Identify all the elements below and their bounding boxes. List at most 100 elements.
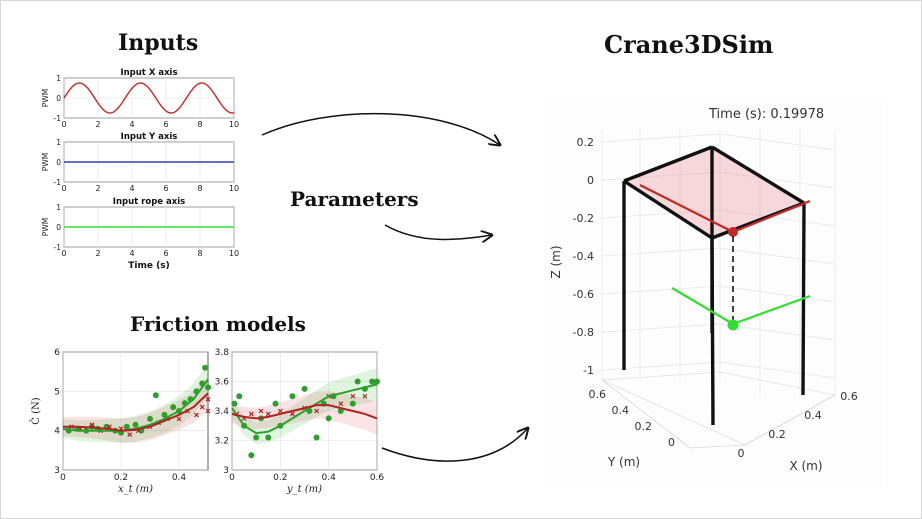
- trolley-rail-x: [732, 199, 811, 234]
- axis-line: [601, 379, 691, 449]
- grid-line: [719, 247, 836, 265]
- data-point: [313, 434, 320, 441]
- x-tick-label: 6: [163, 249, 168, 258]
- data-point: [369, 378, 376, 385]
- friction-title: Friction models: [130, 312, 306, 336]
- x-tick-label: 0: [61, 249, 66, 258]
- grid-line: [601, 133, 721, 143]
- chart-title: Input rope axis: [113, 197, 185, 207]
- time-readout: Time (s): 0.19978: [708, 107, 824, 122]
- grid-line: [601, 209, 721, 219]
- trolley: [728, 227, 738, 237]
- data-point-x: [127, 432, 133, 438]
- grid-line: [719, 285, 836, 303]
- y-tick-label: 0.6: [589, 388, 607, 401]
- data-point-x: [289, 411, 295, 417]
- y-tick-label: 3: [223, 466, 229, 476]
- y-axis-label: PWM: [41, 89, 50, 107]
- x-tick-label: 4: [129, 120, 134, 129]
- x-tick-label: 10: [229, 120, 239, 129]
- y-tick-label: 3.2: [215, 437, 229, 447]
- input-signal-line: [63, 82, 235, 114]
- z-tick-label: -0.8: [573, 326, 594, 339]
- x-tick-label: 0.2: [273, 473, 287, 483]
- data-point: [265, 434, 272, 441]
- x-tick-label: 0.2: [768, 428, 786, 441]
- data-point-x: [205, 396, 211, 402]
- data-point-x: [205, 408, 211, 414]
- y-tick-label: 5: [54, 387, 60, 397]
- z-tick-label: 0.2: [577, 136, 595, 149]
- x-tick-label: 8: [197, 249, 202, 258]
- x-tick-label: 8: [197, 120, 202, 129]
- z-tick-label: -0.6: [573, 288, 594, 301]
- data-point: [236, 393, 243, 400]
- confidence-band: [63, 363, 208, 443]
- data-point: [161, 411, 168, 418]
- data-point-x: [258, 408, 264, 414]
- x-axis-label: y_t (m): [286, 484, 322, 495]
- data-point: [272, 400, 279, 407]
- y-tick-label: 4: [54, 427, 60, 437]
- data-point: [325, 415, 332, 422]
- payload-projection-x: [732, 294, 811, 326]
- crane-top-beam: [623, 179, 713, 240]
- confidence-band: [232, 368, 377, 444]
- x-tick-label: 8: [197, 184, 202, 193]
- crane-3d-plot: Time (s): 0.19978 0.2 0 -0.2 -0.4 -0.6 -0.8 -1 Z…: [543, 100, 883, 490]
- x-tick-label: 0: [61, 184, 66, 193]
- inputs-title: Inputs: [118, 30, 199, 56]
- data-point-x: [89, 422, 95, 428]
- arrow-friction-to-sim: [381, 428, 528, 462]
- x-tick-label: 4: [129, 184, 134, 193]
- data-point: [152, 392, 159, 399]
- chart-title: Input Y axis: [121, 132, 178, 142]
- data-point-x: [248, 411, 254, 417]
- x-tick-label: 2: [95, 249, 100, 258]
- data-point: [354, 378, 361, 385]
- y-tick-label: 3: [54, 466, 60, 476]
- trolley-rail-y: [639, 184, 734, 233]
- y-axis-label: PWM: [41, 153, 50, 171]
- data-point-x: [338, 401, 344, 407]
- crane-top-beam: [711, 145, 805, 205]
- fitted-curve: [231, 404, 378, 420]
- crane-leg: [710, 237, 715, 426]
- data-point: [231, 400, 238, 407]
- x-tick-label: 6: [163, 184, 168, 193]
- z-tick-label: -0.4: [573, 250, 594, 263]
- axis-line: [744, 394, 836, 446]
- grid-line: [601, 361, 721, 371]
- data-point-x: [199, 404, 205, 410]
- x-tick-label: 0.6: [370, 473, 385, 483]
- grid-line: [719, 323, 836, 341]
- y-axis-label: PWM: [41, 218, 50, 236]
- grid-line: [719, 171, 836, 189]
- x-axis-label: x_t (m): [118, 484, 153, 495]
- simulator-title: Crane3DSim: [604, 30, 774, 59]
- y-tick-label: 0.2: [635, 420, 653, 433]
- fitted-curve: [62, 378, 209, 432]
- data-point: [337, 408, 344, 414]
- y-axis-label: Y (m): [607, 455, 640, 469]
- payload: [727, 319, 739, 331]
- x-tick-label: 0.4: [804, 409, 822, 422]
- y-tick-label: -1: [54, 243, 62, 252]
- grid-line: [719, 209, 836, 227]
- grid-line: [601, 285, 721, 295]
- data-point: [205, 384, 211, 391]
- crane-top-beam: [623, 145, 713, 183]
- x-tick-label: 2: [95, 184, 100, 193]
- x-tick-label: 0.2: [114, 473, 128, 483]
- friction-chart-1: 0 0.2 0.4 6 5 4 3 Ĉ (N) x_t (m): [30, 348, 211, 495]
- x-tick-label: 0.6: [840, 390, 858, 403]
- parameters-title: Parameters: [290, 187, 419, 211]
- crane-top-plane: [624, 147, 804, 238]
- data-point: [202, 364, 209, 371]
- y-tick-label: 3.8: [215, 348, 230, 358]
- x-tick-label: 10: [229, 184, 239, 193]
- x-tick-label: 0: [61, 120, 66, 129]
- data-point-x: [362, 393, 368, 399]
- z-tick-label: -0.2: [573, 212, 594, 225]
